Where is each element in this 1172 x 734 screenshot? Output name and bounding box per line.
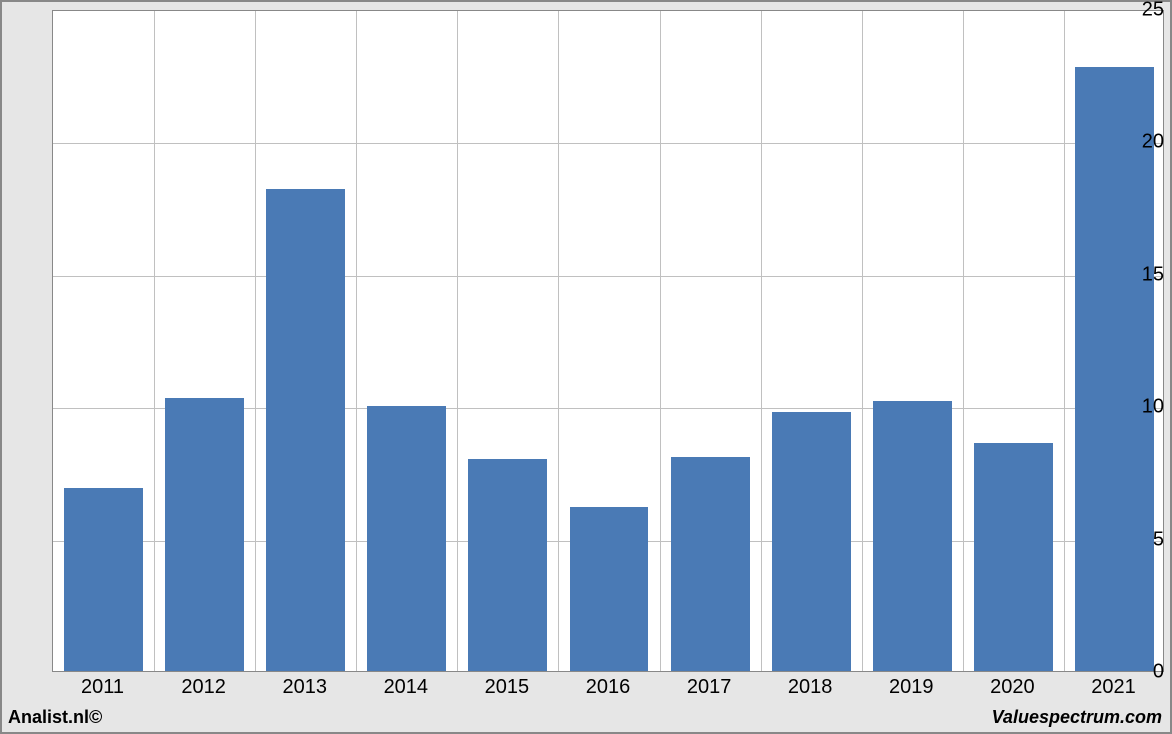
chart-plot-area (52, 10, 1164, 672)
bar-2012 (165, 398, 244, 671)
bar-2011 (64, 488, 143, 671)
bar-2018 (772, 412, 851, 672)
y-tick-label: 10 (1114, 396, 1170, 419)
x-tick-label: 2015 (485, 676, 530, 699)
gridline-vertical (660, 11, 661, 671)
gridline-vertical (154, 11, 155, 671)
y-tick-label: 25 (1114, 0, 1170, 22)
x-tick-label: 2011 (81, 676, 124, 699)
x-tick-label: 2017 (687, 676, 732, 699)
footer-left-credit: Analist.nl© (8, 707, 102, 728)
gridline-vertical (761, 11, 762, 671)
gridline-horizontal (53, 276, 1163, 277)
gridline-vertical (457, 11, 458, 671)
bar-2020 (974, 443, 1053, 671)
gridline-vertical (1064, 11, 1065, 671)
y-tick-label: 5 (1114, 528, 1170, 551)
gridline-horizontal (53, 143, 1163, 144)
x-tick-label: 2012 (181, 676, 226, 699)
bar-2016 (570, 507, 649, 671)
gridline-vertical (255, 11, 256, 671)
gridline-vertical (963, 11, 964, 671)
x-tick-label: 2019 (889, 676, 934, 699)
bar-2021 (1075, 67, 1154, 671)
x-tick-label: 2016 (586, 676, 631, 699)
bar-2015 (468, 459, 547, 671)
footer-right-credit: Valuespectrum.com (992, 707, 1162, 728)
bar-2017 (671, 457, 750, 671)
bar-2019 (873, 401, 952, 671)
y-tick-label: 20 (1114, 131, 1170, 154)
y-tick-label: 15 (1114, 263, 1170, 286)
gridline-vertical (356, 11, 357, 671)
bar-2013 (266, 189, 345, 671)
gridline-vertical (862, 11, 863, 671)
x-tick-label: 2018 (788, 676, 833, 699)
chart-outer-frame: 0510152025 20112012201320142015201620172… (0, 0, 1172, 734)
x-tick-label: 2020 (990, 676, 1035, 699)
bar-2014 (367, 406, 446, 671)
x-tick-label: 2014 (384, 676, 429, 699)
gridline-vertical (558, 11, 559, 671)
x-tick-label: 2013 (282, 676, 327, 699)
x-tick-label: 2021 (1091, 676, 1136, 699)
